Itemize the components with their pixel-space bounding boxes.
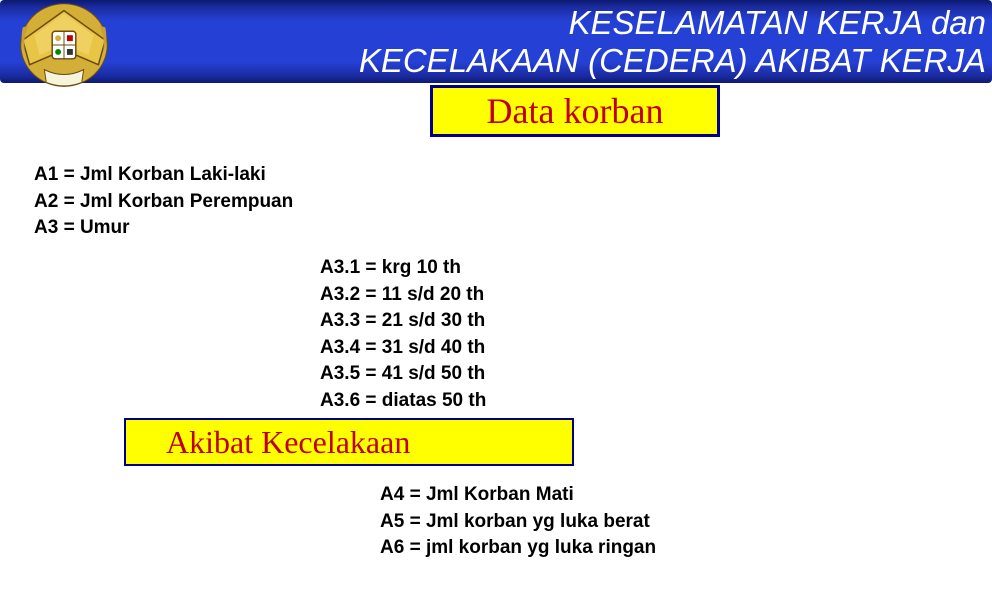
list-item: A3.6 = diatas 50 th xyxy=(320,388,486,415)
list-akibat-categories: A4 = Jml Korban Mati A5 = Jml korban yg … xyxy=(380,482,656,562)
list-item: A3.5 = 41 s/d 50 th xyxy=(320,361,486,388)
title-line-2: KECELAKAAN (CEDERA) AKIBAT KERJA xyxy=(266,42,986,80)
title-line-1: KESELAMATAN KERJA dan xyxy=(266,4,986,42)
list-item: A6 = jml korban yg luka ringan xyxy=(380,535,656,562)
list-item: A3 = Umur xyxy=(34,215,293,242)
header-title: KESELAMATAN KERJA dan KECELAKAAN (CEDERA… xyxy=(266,0,986,83)
list-item: A2 = Jml Korban Perempuan xyxy=(34,189,293,216)
section-label-data-korban: Data korban xyxy=(487,90,664,132)
section-box-akibat: Akibat Kecelakaan xyxy=(124,418,574,466)
list-item: A4 = Jml Korban Mati xyxy=(380,482,656,509)
header-bar: KESELAMATAN KERJA dan KECELAKAAN (CEDERA… xyxy=(0,0,992,83)
list-item: A3.4 = 31 s/d 40 th xyxy=(320,335,486,362)
garuda-emblem-icon xyxy=(5,0,123,100)
list-item: A1 = Jml Korban Laki-laki xyxy=(34,162,293,189)
list-item: A3.2 = 11 s/d 20 th xyxy=(320,282,486,309)
list-korban-categories: A1 = Jml Korban Laki-laki A2 = Jml Korba… xyxy=(34,162,293,242)
section-label-akibat: Akibat Kecelakaan xyxy=(166,424,410,461)
list-item: A3.1 = krg 10 th xyxy=(320,255,486,282)
section-box-data-korban: Data korban xyxy=(430,85,720,137)
list-item: A5 = Jml korban yg luka berat xyxy=(380,509,656,536)
list-umur-ranges: A3.1 = krg 10 th A3.2 = 11 s/d 20 th A3.… xyxy=(320,255,486,415)
list-item: A3.3 = 21 s/d 30 th xyxy=(320,308,486,335)
